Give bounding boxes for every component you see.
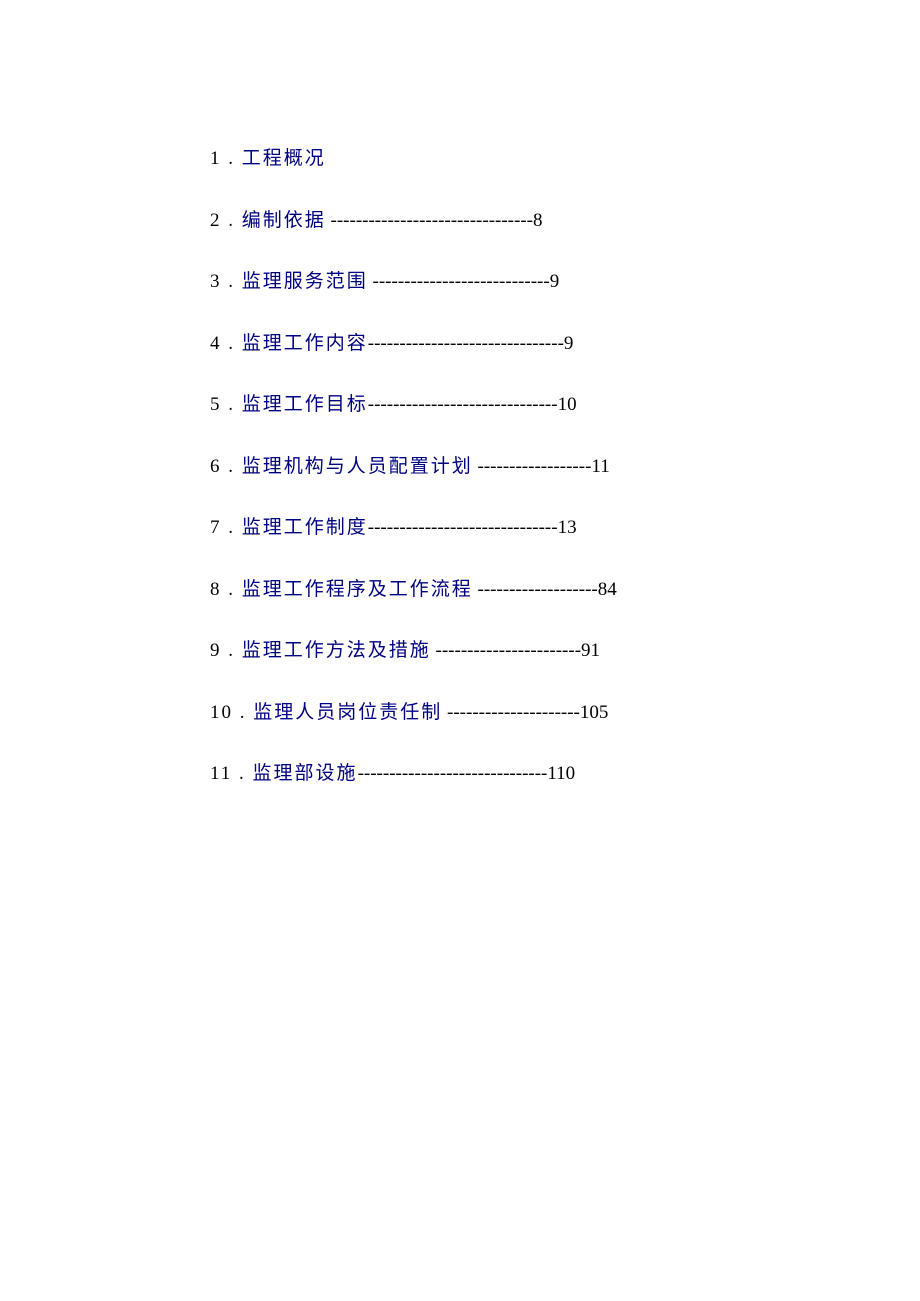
toc-number: 3 [210, 271, 222, 292]
toc-page: 110 [547, 763, 575, 784]
toc-number: 4 [210, 333, 222, 354]
toc-number: 2 [210, 210, 222, 231]
toc-page: 84 [598, 579, 617, 600]
toc-title[interactable]: 编制依据 [242, 210, 326, 231]
toc-page: 13 [558, 517, 577, 538]
toc-leader: ----------------------- [431, 640, 581, 661]
toc-entry: 9 . 监理工作方法及措施 -----------------------91 [210, 637, 920, 666]
toc-entry: 4 . 监理工作内容------------------------------… [210, 330, 920, 359]
toc-number: 11 [210, 763, 232, 784]
toc-title[interactable]: 监理工作程序及工作流程 [242, 579, 473, 600]
toc-title[interactable]: 监理部设施 [253, 763, 358, 784]
toc-leader: ------------------- [473, 579, 598, 600]
toc-leader: ---------------------------- [368, 271, 550, 292]
toc-title[interactable]: 监理工作方法及措施 [242, 640, 431, 661]
toc-page: 105 [580, 702, 609, 723]
toc-page: 9 [564, 333, 574, 354]
toc-number: 5 [210, 394, 222, 415]
toc-number: 10 [210, 702, 233, 723]
toc-number: 1 [210, 148, 222, 169]
toc-entry: 2 . 编制依据 -------------------------------… [210, 207, 920, 236]
toc-number: 7 [210, 517, 222, 538]
toc-title[interactable]: 监理机构与人员配置计划 [242, 456, 473, 477]
toc-entry: 10 . 监理人员岗位责任制 ---------------------105 [210, 699, 920, 728]
toc-leader: ------------------------------ [368, 394, 558, 415]
toc-entry: 11 . 监理部设施------------------------------… [210, 760, 920, 789]
toc-page: 10 [558, 394, 577, 415]
toc-leader: ------------------------------ [358, 763, 548, 784]
toc-leader: ------------------ [473, 456, 592, 477]
toc-leader: ------------------------------ [368, 517, 558, 538]
toc-entry: 5 . 监理工作目标------------------------------… [210, 391, 920, 420]
toc-leader: -------------------------------- [326, 210, 533, 231]
toc-page: 9 [550, 271, 560, 292]
toc-page: 91 [581, 640, 600, 661]
toc-entry: 7 . 监理工作制度------------------------------… [210, 514, 920, 543]
toc-title[interactable]: 监理工作内容 [242, 333, 368, 354]
toc-entry: 8 . 监理工作程序及工作流程 -------------------84 [210, 576, 920, 605]
toc-entry: 3 . 监理服务范围 ----------------------------9 [210, 268, 920, 297]
toc-title[interactable]: 工程概况 [242, 148, 326, 169]
toc-page: 11 [591, 456, 609, 477]
toc-title[interactable]: 监理工作目标 [242, 394, 368, 415]
toc-number: 6 [210, 456, 222, 477]
toc-entry: 1 . 工程概况 [210, 145, 920, 174]
toc-container: 1 . 工程概况 2 . 编制依据 ----------------------… [210, 145, 920, 789]
toc-entry: 6 . 监理机构与人员配置计划 ------------------11 [210, 453, 920, 482]
toc-leader: ------------------------------- [368, 333, 564, 354]
toc-title[interactable]: 监理人员岗位责任制 [253, 702, 442, 723]
toc-number: 9 [210, 640, 222, 661]
toc-title[interactable]: 监理工作制度 [242, 517, 368, 538]
toc-page: 8 [533, 210, 543, 231]
toc-title[interactable]: 监理服务范围 [242, 271, 368, 292]
toc-leader: --------------------- [442, 702, 580, 723]
toc-number: 8 [210, 579, 222, 600]
